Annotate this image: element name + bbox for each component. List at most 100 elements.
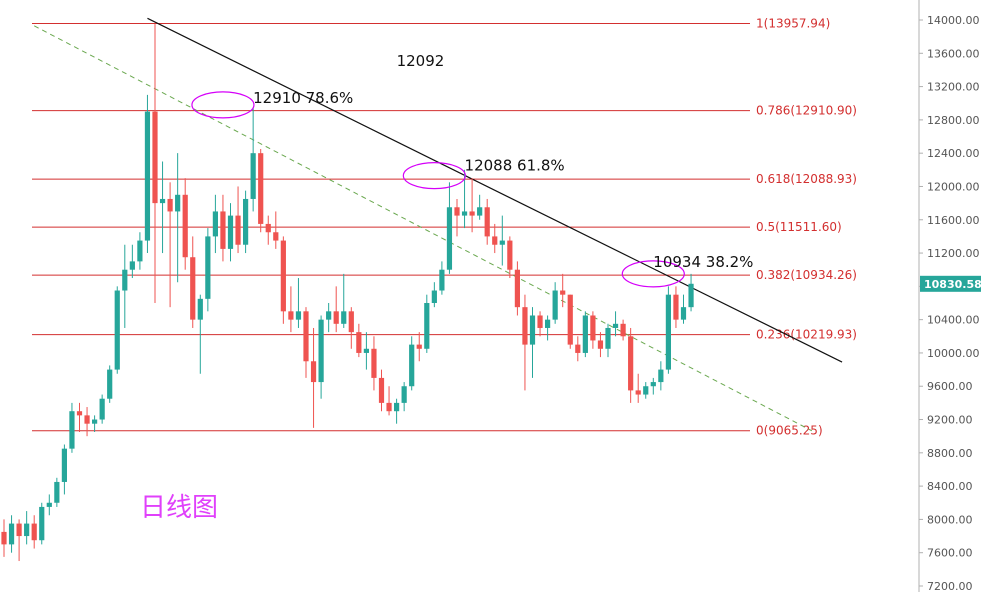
fib-label: 0.618(12088.93) [756, 172, 857, 186]
fib-label: 0.382(10934.26) [756, 268, 857, 282]
candle-body [31, 523, 37, 541]
candle [590, 311, 596, 349]
candle-body [665, 294, 671, 370]
candle-body [529, 315, 536, 345]
axis-tick-label: 11200.00 [927, 247, 980, 260]
candle [288, 286, 294, 333]
candle-body [144, 111, 151, 241]
candle-body [122, 269, 128, 291]
candle [273, 211, 279, 249]
candle [16, 519, 22, 562]
candle-body [220, 211, 226, 249]
candle-body [280, 240, 286, 312]
candle-body [507, 240, 513, 270]
candle [99, 394, 105, 424]
axis-tick-label: 11600.00 [927, 214, 980, 227]
candle [92, 415, 98, 433]
axis-tick-label: 10000.00 [927, 347, 980, 360]
candle [469, 178, 475, 233]
candle-body [537, 315, 543, 328]
candle-body [107, 369, 113, 399]
candle [529, 307, 536, 378]
candle [114, 286, 120, 374]
dashed-trendline [33, 25, 813, 432]
candle-body [212, 211, 218, 237]
candle [650, 377, 656, 395]
candle [190, 236, 196, 328]
candle [514, 261, 520, 316]
candle [620, 319, 626, 341]
candle-body [356, 332, 362, 353]
last-price-tag [920, 275, 981, 292]
candle-body [605, 327, 611, 349]
candle-body [250, 153, 256, 199]
candle [144, 94, 151, 254]
candle [122, 244, 128, 328]
axis-tick-label: 13600.00 [927, 47, 980, 60]
candle [137, 232, 143, 270]
price-annotation: 12910 78.6% [253, 89, 353, 107]
candle [235, 186, 241, 254]
candle [371, 336, 377, 391]
candle [537, 311, 543, 337]
candle [673, 286, 679, 328]
axis-tick-label: 9200.00 [927, 414, 973, 427]
candle [582, 311, 588, 358]
candle-body [61, 448, 67, 482]
candle [643, 382, 649, 399]
candle-body [92, 419, 98, 424]
candle-body [424, 303, 430, 349]
candle-body [643, 386, 649, 395]
candle [439, 261, 445, 295]
candle-body [46, 502, 52, 507]
candle-body [545, 319, 551, 328]
candle-body [303, 311, 309, 362]
candle-body [461, 211, 468, 216]
candle-body [175, 194, 181, 212]
candle [386, 386, 392, 416]
candle-body [454, 207, 460, 216]
candle-body [378, 377, 385, 403]
candle-body [152, 111, 158, 204]
candle-body [680, 307, 687, 320]
fib-label: 0(9065.25) [756, 424, 823, 438]
candle [492, 223, 498, 254]
candle-body [39, 506, 45, 541]
axis-tick-label: 7200.00 [927, 580, 973, 592]
price-annotation: 12088 61.8% [465, 157, 565, 175]
axis-tick-label: 9600.00 [927, 380, 973, 393]
candle [341, 273, 347, 328]
candle-body [273, 232, 279, 241]
candle [212, 194, 218, 254]
candle [54, 477, 60, 507]
candle [1, 519, 7, 557]
candle-body [288, 311, 294, 320]
candle-body [69, 411, 75, 449]
candle [76, 402, 83, 433]
candle-body [159, 198, 166, 204]
candle-body [326, 311, 332, 320]
candle [46, 494, 52, 516]
candle [680, 294, 687, 324]
candle [152, 23, 158, 303]
candle [69, 402, 75, 453]
axis-tick-label: 12000.00 [927, 180, 980, 193]
fib-label: 0.236(10219.93) [756, 328, 857, 342]
candle [658, 361, 664, 391]
candle [567, 294, 573, 349]
candle-body [235, 215, 241, 245]
highlight-ellipse [191, 91, 255, 119]
candle [265, 215, 271, 245]
candle [326, 303, 332, 333]
candle-body [484, 207, 490, 237]
candle-body [552, 290, 558, 320]
candle [227, 203, 234, 262]
price-annotation: 10934 38.2% [653, 253, 753, 271]
candle-body [310, 361, 317, 383]
fib-label: 0.5(11511.60) [756, 220, 842, 234]
candle [401, 382, 407, 412]
axis-tick-label: 14000.00 [927, 14, 980, 27]
candle [635, 373, 641, 403]
candle-body [167, 198, 173, 212]
